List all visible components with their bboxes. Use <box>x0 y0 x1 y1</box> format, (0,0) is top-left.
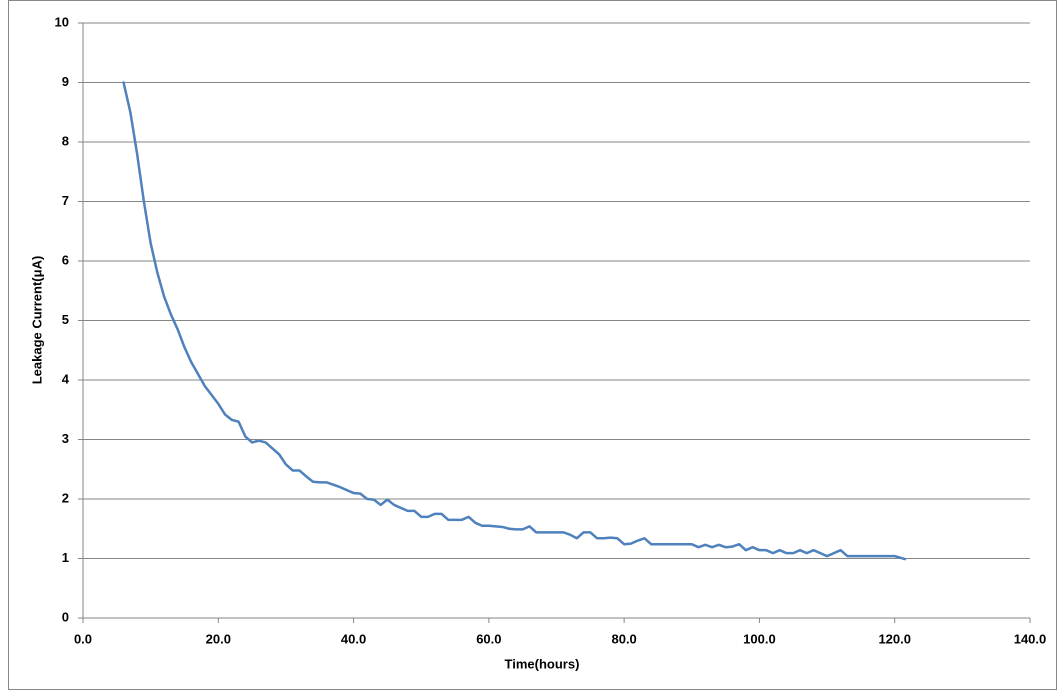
y-tick-label: 8 <box>62 133 69 148</box>
y-tick-label: 7 <box>62 193 69 208</box>
x-tick-label: 0.0 <box>74 631 92 646</box>
y-tick-label: 2 <box>62 490 69 505</box>
y-tick-label: 0 <box>62 609 69 624</box>
y-axis-label: Leakage Current(μA) <box>29 256 44 385</box>
x-tick-label: 40.0 <box>341 631 366 646</box>
y-tick-label: 6 <box>62 252 69 267</box>
x-tick-label: 80.0 <box>611 631 636 646</box>
x-axis-label: Time(hours) <box>505 656 580 671</box>
y-tick-label: 4 <box>62 371 70 386</box>
data-line <box>122 81 907 561</box>
y-tick-label: 5 <box>62 312 69 327</box>
y-tick-label: 10 <box>55 14 69 29</box>
chart-border <box>8 0 1057 690</box>
x-tick-label: 60.0 <box>476 631 501 646</box>
y-tick-label: 3 <box>62 431 69 446</box>
x-tick-label: 140.0 <box>1014 631 1047 646</box>
x-tick-label: 20.0 <box>206 631 231 646</box>
x-tick-label: 120.0 <box>878 631 911 646</box>
x-tick-label: 100.0 <box>743 631 776 646</box>
y-tick-label: 9 <box>62 74 69 89</box>
y-tick-label: 1 <box>62 550 69 565</box>
